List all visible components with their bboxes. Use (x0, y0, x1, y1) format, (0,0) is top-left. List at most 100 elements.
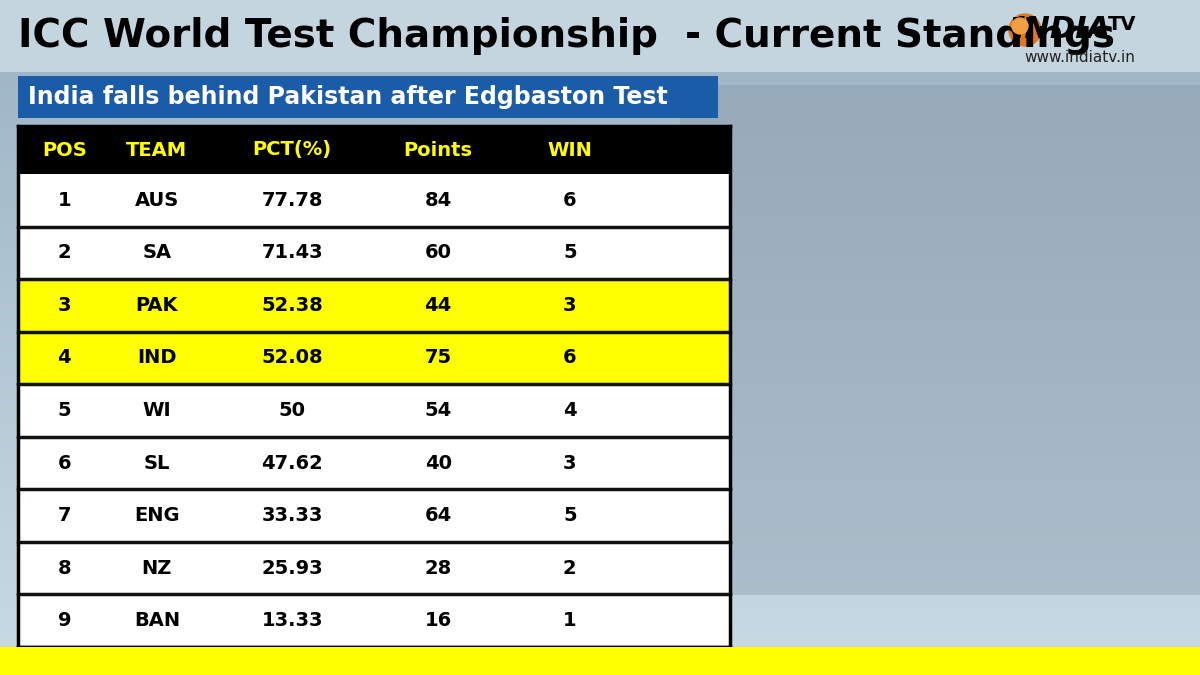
Bar (0, 412, 1200, 418)
Bar (0, 223, 1200, 230)
Bar (0, 256, 1200, 263)
Text: PCT(%): PCT(%) (252, 140, 331, 159)
Bar (0, 526, 1200, 533)
Bar (0, 351, 1200, 358)
Bar (680, 85, 1200, 595)
Bar (0, 405, 1200, 412)
Bar (0, 115, 1200, 122)
Bar (0, 128, 1200, 135)
Text: ICC World Test Championship  - Current Standings: ICC World Test Championship - Current St… (18, 17, 1115, 55)
Text: PAK: PAK (136, 296, 178, 315)
Circle shape (1009, 14, 1042, 46)
Text: 1: 1 (563, 612, 577, 630)
Bar (0, 148, 1200, 155)
Text: 25.93: 25.93 (262, 559, 323, 578)
Text: TEAM: TEAM (126, 140, 187, 159)
Bar (0, 7, 1200, 14)
Text: 77.78: 77.78 (262, 191, 323, 210)
Text: NZ: NZ (142, 559, 172, 578)
Text: 3: 3 (563, 454, 576, 472)
Bar (18, 76, 718, 118)
Bar (0, 81, 1200, 88)
Bar (0, 358, 1200, 364)
Bar (0, 270, 1200, 277)
Text: 64: 64 (425, 506, 451, 525)
Bar (0, 486, 1200, 493)
Bar (0, 513, 1200, 520)
Bar (0, 540, 1200, 547)
Bar (0, 580, 1200, 587)
Bar (0, 641, 1200, 648)
Bar (0, 371, 1200, 378)
Bar (0, 47, 1200, 54)
Bar (0, 647, 1200, 675)
Bar (0, 236, 1200, 243)
Text: 52.08: 52.08 (262, 348, 323, 367)
Text: 8: 8 (58, 559, 71, 578)
Text: POS: POS (42, 140, 86, 159)
Bar (18, 437, 730, 489)
Bar (0, 648, 1200, 655)
Text: 6: 6 (563, 191, 577, 210)
Bar (0, 122, 1200, 128)
Text: 4: 4 (563, 401, 577, 420)
Bar (0, 425, 1200, 432)
Text: 3: 3 (563, 296, 576, 315)
Bar (0, 14, 1200, 20)
Bar (0, 392, 1200, 398)
Bar (18, 126, 730, 174)
Text: Points: Points (403, 140, 473, 159)
Bar (0, 378, 1200, 385)
Bar (0, 587, 1200, 594)
Text: 5: 5 (563, 243, 577, 263)
Bar (18, 227, 730, 279)
Bar (0, 432, 1200, 439)
Bar (0, 472, 1200, 479)
Bar (0, 297, 1200, 304)
Bar (0, 520, 1200, 526)
Bar (0, 0, 1200, 7)
Bar (0, 533, 1200, 540)
Text: IND: IND (137, 348, 176, 367)
Text: 13.33: 13.33 (262, 612, 323, 630)
Bar (0, 560, 1200, 567)
Text: www.indiatv.in: www.indiatv.in (1025, 51, 1135, 65)
Text: 54: 54 (425, 401, 451, 420)
Text: 60: 60 (425, 243, 451, 263)
Text: 84: 84 (425, 191, 451, 210)
Bar (0, 655, 1200, 662)
Bar (0, 74, 1200, 81)
Text: 2: 2 (563, 559, 577, 578)
Bar (0, 479, 1200, 486)
Bar (0, 385, 1200, 391)
Bar (0, 162, 1200, 169)
Bar (0, 196, 1200, 202)
Bar (0, 601, 1200, 608)
Bar (0, 628, 1200, 634)
Bar (0, 608, 1200, 614)
Text: India falls behind Pakistan after Edgbaston Test: India falls behind Pakistan after Edgbas… (28, 85, 667, 109)
Bar (0, 500, 1200, 506)
Text: SA: SA (143, 243, 172, 263)
Bar (0, 398, 1200, 405)
Bar (0, 574, 1200, 580)
Text: 5: 5 (58, 401, 71, 420)
Bar (0, 304, 1200, 310)
Bar (0, 95, 1200, 101)
Text: 28: 28 (425, 559, 451, 578)
Bar (0, 364, 1200, 371)
Text: 7: 7 (58, 506, 71, 525)
Bar (0, 317, 1200, 324)
Bar (0, 216, 1200, 223)
Bar (0, 459, 1200, 466)
Bar (0, 61, 1200, 68)
Bar (0, 40, 1200, 47)
Bar (0, 182, 1200, 189)
Text: 2: 2 (58, 243, 71, 263)
Text: ENG: ENG (134, 506, 180, 525)
Text: WI: WI (143, 401, 172, 420)
Text: 1: 1 (58, 191, 71, 210)
Bar (0, 668, 1200, 675)
Bar (0, 567, 1200, 574)
Bar (0, 20, 1200, 27)
